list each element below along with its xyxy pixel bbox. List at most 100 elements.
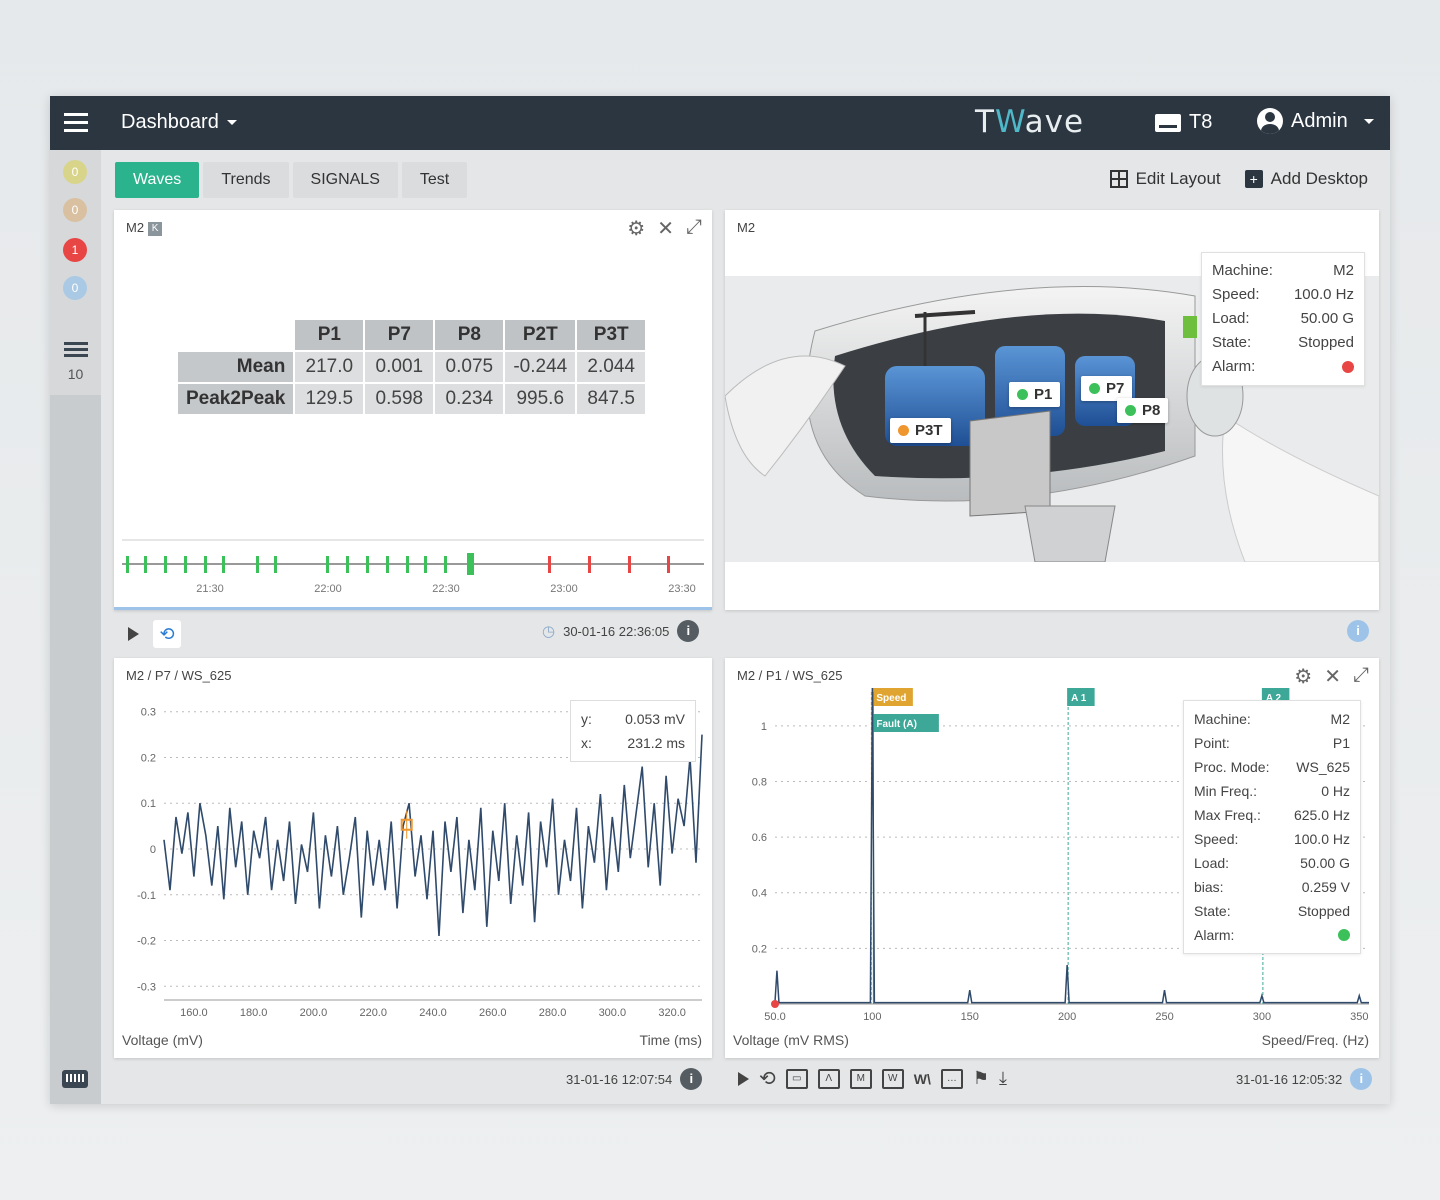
marker-tag[interactable] (1067, 688, 1095, 706)
hamburger-menu-icon[interactable] (64, 113, 88, 133)
k-badge: K (148, 221, 163, 236)
play-icon[interactable] (128, 627, 139, 641)
info-row: bias: 0.259 V (1194, 879, 1350, 895)
info-icon[interactable]: i (680, 1068, 703, 1090)
tab-test[interactable]: Test (401, 162, 468, 198)
expand-icon[interactable]: ⤢ (686, 216, 702, 238)
info-icon[interactable]: i (1350, 1068, 1373, 1090)
status-dot (898, 425, 909, 436)
alarm-badge-level-1[interactable]: 0 (63, 198, 87, 222)
flag-icon[interactable]: ⚑ (972, 1068, 990, 1088)
tab-signals[interactable]: SIGNALS (292, 162, 398, 198)
zoom-box-icon[interactable]: ▭ (785, 1068, 808, 1089)
stats-panel-controls: ⟲ (128, 620, 181, 648)
point-label-p1[interactable]: P1 (1009, 382, 1061, 407)
spectrum-toolbar: ⟲ ▭ Λ M W W\ … ⚑ ⤓ (738, 1066, 1007, 1091)
timeline-tick (204, 556, 207, 573)
add-desktop-button[interactable]: + Add Desktop (1244, 169, 1368, 189)
marker-tag[interactable] (872, 688, 913, 706)
info-row: Alarm: (1194, 923, 1350, 947)
close-icon[interactable]: ✕ (657, 218, 674, 240)
x-tick-label: 300.0 (599, 1007, 627, 1019)
info-row: Machine: M2 (1194, 711, 1350, 727)
download-icon[interactable]: ⤓ (999, 1068, 1007, 1088)
marker-tag[interactable] (872, 714, 939, 732)
gear-icon[interactable]: ⚙ (627, 218, 646, 240)
timeline-tick (256, 556, 259, 573)
timeline-tick-alarm (667, 556, 670, 573)
y-tick-label: 0.2 (752, 943, 767, 955)
keyboard-icon[interactable] (62, 1070, 88, 1088)
peak-cursor-icon[interactable]: Λ (817, 1068, 840, 1089)
tab-waves[interactable]: Waves (115, 162, 200, 198)
play-icon[interactable] (738, 1071, 749, 1086)
close-icon[interactable]: ✕ (1324, 666, 1341, 688)
x-tick-label: 220.0 (359, 1007, 387, 1019)
chevron-down-icon (226, 120, 237, 126)
alarm-badge-level-0[interactable]: 0 (63, 160, 87, 184)
toolbar-right: Edit Layout + Add Desktop (1109, 169, 1368, 189)
info-icon[interactable]: i (1347, 620, 1369, 642)
waveform-chart[interactable]: 0.3 0.2 0.1 0 -0.1 -0.2 -0.3 160.0 180.0 200.0 220… (114, 688, 712, 1028)
cursor-marker[interactable] (771, 1000, 779, 1008)
alarm-badge-level-2[interactable]: 1 (63, 238, 87, 262)
spectrum-series (774, 688, 1369, 1004)
timeline-tick (222, 556, 225, 573)
history-timeline[interactable]: 21:30 22:00 22:30 23:00 23:30 (122, 538, 704, 603)
stats-panel: M2 K ⚙ ✕ ⤢ P1 P7 P8 P2T P3T Mean 217.0 0.… (114, 210, 712, 610)
timeline-tick-alarm (628, 556, 631, 573)
waveform-panel: M2 / P7 / WS_625 0.3 0.2 0.1 0 -0.1 -0.2 -0.3 1… (114, 658, 712, 1058)
alarm-dot (1342, 361, 1354, 373)
timeline-tick (424, 556, 427, 573)
y-axis-label: Voltage (mV RMS) (733, 1032, 849, 1048)
user-icon (1257, 108, 1283, 134)
point-label-p8[interactable]: P8 (1117, 398, 1169, 423)
timeline-label: 22:30 (432, 583, 460, 595)
device-selector[interactable]: T8 (1155, 111, 1212, 134)
expand-icon[interactable]: ⤢ (1353, 664, 1369, 686)
timeline-label: 22:00 (314, 583, 342, 595)
info-icon[interactable]: i (677, 620, 700, 642)
status-dot (1089, 383, 1100, 394)
point-label-p7[interactable]: P7 (1081, 376, 1133, 401)
app-window: Dashboard TWave T8 Admin 0 0 1 0 10 Wave… (50, 96, 1390, 1104)
sideband-cursor-icon[interactable]: W (881, 1068, 904, 1089)
point-label-p3t[interactable]: P3T (890, 418, 951, 443)
tab-trends[interactable]: Trends (203, 162, 289, 198)
x-tick-label: 200.0 (300, 1007, 328, 1019)
alarm-badge-level-3[interactable]: 0 (63, 276, 87, 300)
x-tick-label: 180.0 (240, 1007, 268, 1019)
edit-layout-button[interactable]: Edit Layout (1109, 169, 1221, 189)
table-cell: 0.234 (435, 384, 504, 414)
timeline-label: 23:30 (668, 583, 696, 595)
timeline-tick (386, 556, 389, 573)
list-icon[interactable] (64, 342, 88, 358)
y-tick-label: 0.4 (752, 888, 767, 900)
table-cell: -0.244 (505, 352, 576, 382)
timeline-tick (184, 556, 187, 573)
spectrum-chart[interactable]: 1 0.8 0.6 0.4 0.2 50.0 100 150 200 250 300 350 Speed… (725, 688, 1379, 1028)
timeline-cursor[interactable] (467, 553, 474, 575)
waveform-icon[interactable]: W\ (913, 1070, 931, 1087)
x-axis-label: Speed/Freq. (Hz) (1261, 1032, 1369, 1048)
marker-label: Speed (876, 693, 906, 704)
spectrum-panel-status: 31-01-16 12:05:32 i (1236, 1068, 1373, 1090)
history-icon[interactable]: ⟲ (153, 620, 181, 648)
cursor-marker[interactable] (400, 818, 413, 831)
machine-3d-view[interactable] (725, 276, 1379, 562)
gear-icon[interactable]: ⚙ (1294, 666, 1313, 688)
timeline-tick (366, 556, 369, 573)
spectrum-panel: M2 / P1 / WS_625 ⚙ ✕ ⤢ 1 0.8 0.6 0.4 0.2 50.0… (725, 658, 1379, 1058)
timeline-tick-alarm (548, 556, 551, 573)
stats-panel-status: ◷ 30-01-16 22:36:05 i (542, 620, 700, 642)
status-dot (1125, 405, 1136, 416)
dashboard-dropdown[interactable]: Dashboard (121, 111, 237, 134)
info-row: Load: 50.00 G (1212, 310, 1354, 327)
more-icon[interactable]: … (940, 1068, 963, 1089)
info-row: Speed: 100.0 Hz (1212, 286, 1354, 303)
info-row: Alarm: (1212, 355, 1354, 379)
y-tick-label: 0.1 (141, 798, 156, 810)
harmonic-cursor-icon[interactable]: M (849, 1068, 872, 1089)
history-icon[interactable]: ⟲ (759, 1068, 776, 1090)
user-menu[interactable]: Admin (1257, 108, 1374, 134)
